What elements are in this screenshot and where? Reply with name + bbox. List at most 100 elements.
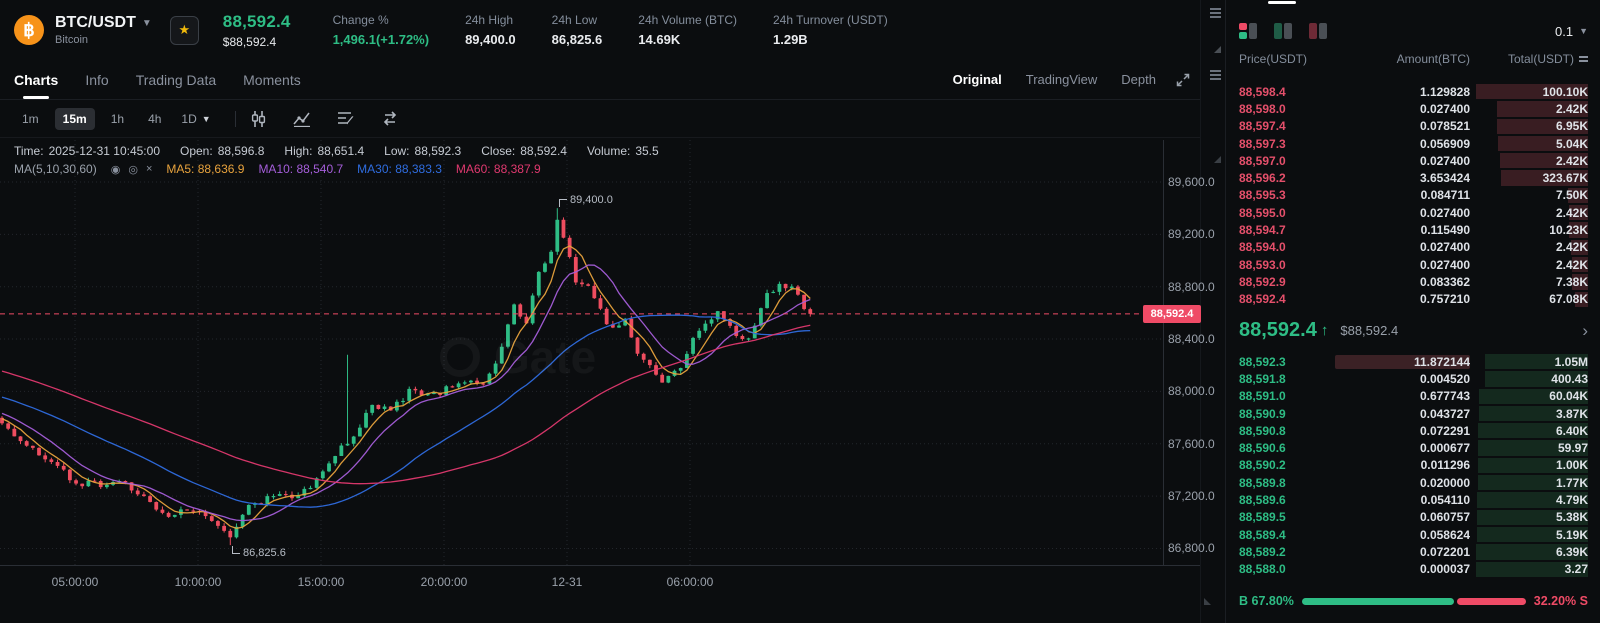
bid-row[interactable]: 88,589.4 0.058624 5.19K bbox=[1226, 526, 1600, 543]
fullscreen-expand-icon[interactable] bbox=[1176, 73, 1190, 87]
drag-handle-icon[interactable] bbox=[1210, 70, 1221, 82]
timeframe-1m[interactable]: 1m bbox=[22, 111, 39, 126]
bid-row[interactable]: 88,590.6 0.000677 59.97 bbox=[1226, 439, 1600, 456]
y-axis-tick: 88,800.0 bbox=[1168, 279, 1215, 294]
bid-rows: 88,592.3 11.872144 1.05M 88,591.8 0.004520 40… bbox=[1226, 353, 1600, 578]
ma-settings-icon[interactable]: ◎ bbox=[128, 163, 138, 176]
favorite-button[interactable]: ★ bbox=[169, 15, 199, 45]
ma-value: MA30: 88,383.3 bbox=[357, 162, 442, 176]
depth-bar bbox=[1572, 256, 1588, 273]
bid-row[interactable]: 88,589.8 0.020000 1.77K bbox=[1226, 474, 1600, 491]
order-price: 88,593.0 bbox=[1239, 257, 1286, 272]
order-price: 88,596.2 bbox=[1239, 171, 1286, 186]
timeframe-15m[interactable]: 15m bbox=[54, 107, 95, 130]
order-total: 2.42K bbox=[1555, 101, 1588, 116]
compare-icon[interactable] bbox=[381, 111, 399, 126]
order-amount: 0.004520 bbox=[1419, 371, 1470, 386]
order-price: 88,592.3 bbox=[1239, 354, 1286, 369]
chevron-right-icon[interactable]: › bbox=[1582, 321, 1588, 340]
right-tabs: Original TradingView Depth bbox=[953, 72, 1156, 87]
bid-row[interactable]: 88,589.5 0.060757 5.38K bbox=[1226, 509, 1600, 526]
bid-row[interactable]: 88,590.2 0.011296 1.00K bbox=[1226, 457, 1600, 474]
tab-charts[interactable]: Charts bbox=[14, 60, 58, 99]
ask-row[interactable]: 88,594.0 0.027400 2.42K bbox=[1226, 239, 1600, 256]
depth-bar bbox=[1485, 354, 1588, 370]
ask-row[interactable]: 88,592.9 0.083362 7.38K bbox=[1226, 273, 1600, 290]
depth-bar bbox=[1568, 187, 1588, 204]
timeframe-1h[interactable]: 1h bbox=[110, 111, 125, 126]
book-view-asks-icon[interactable] bbox=[1309, 23, 1327, 39]
order-amount: 0.000677 bbox=[1419, 441, 1470, 456]
ask-row[interactable]: 88,592.4 0.757210 67.08K bbox=[1226, 291, 1600, 308]
order-amount: 0.078521 bbox=[1419, 119, 1470, 134]
order-price: 88,595.3 bbox=[1239, 188, 1286, 203]
bid-row[interactable]: 88,591.8 0.004520 400.43 bbox=[1226, 370, 1600, 387]
order-amount: 0.027400 bbox=[1419, 101, 1470, 116]
tab-moments[interactable]: Moments bbox=[243, 71, 301, 88]
ask-row[interactable]: 88,598.4 1.129828 100.10K bbox=[1226, 83, 1600, 100]
price-chart[interactable]: Gate Time:2025-12-31 10:45:00 Open:88,596… bbox=[0, 138, 1215, 623]
candlestick-chart-canvas[interactable] bbox=[0, 140, 1200, 569]
resize-corner-icon[interactable] bbox=[1214, 46, 1221, 53]
precision-dropdown[interactable]: 0.1 ▼ bbox=[1555, 24, 1588, 39]
indicators-icon[interactable] bbox=[293, 111, 311, 127]
bid-row[interactable]: 88,589.6 0.054110 4.79K bbox=[1226, 491, 1600, 508]
order-total: 7.50K bbox=[1555, 188, 1588, 203]
x-axis-tick: 20:00:00 bbox=[420, 575, 468, 589]
ma-remove-icon[interactable]: × bbox=[145, 162, 153, 175]
bid-row[interactable]: 88,588.0 0.000037 3.27 bbox=[1226, 561, 1600, 578]
chart-mode-depth[interactable]: Depth bbox=[1121, 72, 1156, 87]
order-price: 88,594.7 bbox=[1239, 223, 1286, 238]
order-price: 88,589.6 bbox=[1239, 493, 1286, 508]
bid-row[interactable]: 88,592.3 11.872144 1.05M bbox=[1226, 353, 1600, 370]
ticker-stat: 24h Volume (BTC) 14.69K bbox=[638, 13, 737, 47]
order-total: 5.38K bbox=[1555, 510, 1588, 525]
x-axis-tick: 12-31 bbox=[551, 575, 583, 589]
drag-handle-icon[interactable] bbox=[1210, 8, 1221, 20]
ask-row[interactable]: 88,593.0 0.027400 2.42K bbox=[1226, 256, 1600, 273]
ask-row[interactable]: 88,597.0 0.027400 2.42K bbox=[1226, 152, 1600, 169]
chart-mode-original[interactable]: Original bbox=[952, 72, 1002, 87]
candle-style-icon[interactable] bbox=[250, 110, 267, 127]
depth-bar bbox=[1476, 84, 1588, 100]
bid-row[interactable]: 88,590.9 0.043727 3.87K bbox=[1226, 405, 1600, 422]
ask-row[interactable]: 88,597.3 0.056909 5.04K bbox=[1226, 135, 1600, 152]
ask-row[interactable]: 88,596.2 3.653424 323.67K bbox=[1226, 169, 1600, 186]
total-mode-icon[interactable] bbox=[1579, 56, 1588, 62]
timeframe-4h[interactable]: 4h bbox=[148, 111, 162, 126]
order-amount: 1.129828 bbox=[1419, 84, 1470, 99]
timeframe-dropdown[interactable]: 1D ▼ bbox=[177, 108, 214, 130]
order-amount: 11.872144 bbox=[1335, 354, 1470, 369]
ask-row[interactable]: 88,595.0 0.027400 2.42K bbox=[1226, 204, 1600, 221]
depth-bar bbox=[1572, 274, 1588, 290]
depth-bar bbox=[1478, 475, 1588, 491]
book-view-both-icon[interactable] bbox=[1239, 23, 1257, 39]
tab-trading-data[interactable]: Trading Data bbox=[135, 71, 217, 88]
ticker-stat: 24h Turnover (USDT) 1.29B bbox=[773, 13, 888, 47]
chart-mode-tradingview[interactable]: TradingView bbox=[1025, 72, 1098, 87]
buy-sell-ratio: B 67.80% 32.20% S bbox=[1239, 594, 1588, 608]
bid-row[interactable]: 88,589.2 0.072201 6.39K bbox=[1226, 543, 1600, 560]
pair-header: ฿ BTC/USDT ▼ Bitcoin ★ 88,592.4 $88,592.… bbox=[0, 0, 1200, 60]
orderbook-mid-price[interactable]: 88,592.4 ↑ $88,592.4 › bbox=[1239, 309, 1588, 352]
ask-row[interactable]: 88,598.0 0.027400 2.42K bbox=[1226, 100, 1600, 117]
order-price: 88,590.2 bbox=[1239, 458, 1286, 473]
order-price: 88,589.2 bbox=[1239, 544, 1286, 559]
depth-bar bbox=[1478, 440, 1588, 456]
bid-row[interactable]: 88,591.0 0.677743 60.04K bbox=[1226, 388, 1600, 405]
order-total: 6.39K bbox=[1555, 544, 1588, 559]
pair-selector[interactable]: BTC/USDT ▼ Bitcoin bbox=[55, 14, 152, 46]
ask-row[interactable]: 88,597.4 0.078521 6.95K bbox=[1226, 118, 1600, 135]
bid-row[interactable]: 88,590.8 0.072291 6.40K bbox=[1226, 422, 1600, 439]
ma-visibility-eye-icon[interactable]: ◉ bbox=[110, 163, 121, 176]
tab-info[interactable]: Info bbox=[85, 71, 109, 88]
ask-row[interactable]: 88,594.7 0.115490 10.23K bbox=[1226, 221, 1600, 238]
order-amount: 0.072291 bbox=[1419, 423, 1470, 438]
book-view-bids-icon[interactable] bbox=[1274, 23, 1292, 39]
resize-corner-icon[interactable] bbox=[1204, 598, 1211, 605]
order-total: 5.04K bbox=[1555, 136, 1588, 151]
resize-corner-icon[interactable] bbox=[1214, 156, 1221, 163]
order-amount: 3.653424 bbox=[1419, 171, 1470, 186]
ask-row[interactable]: 88,595.3 0.084711 7.50K bbox=[1226, 187, 1600, 204]
drawing-tools-icon[interactable] bbox=[337, 111, 355, 126]
